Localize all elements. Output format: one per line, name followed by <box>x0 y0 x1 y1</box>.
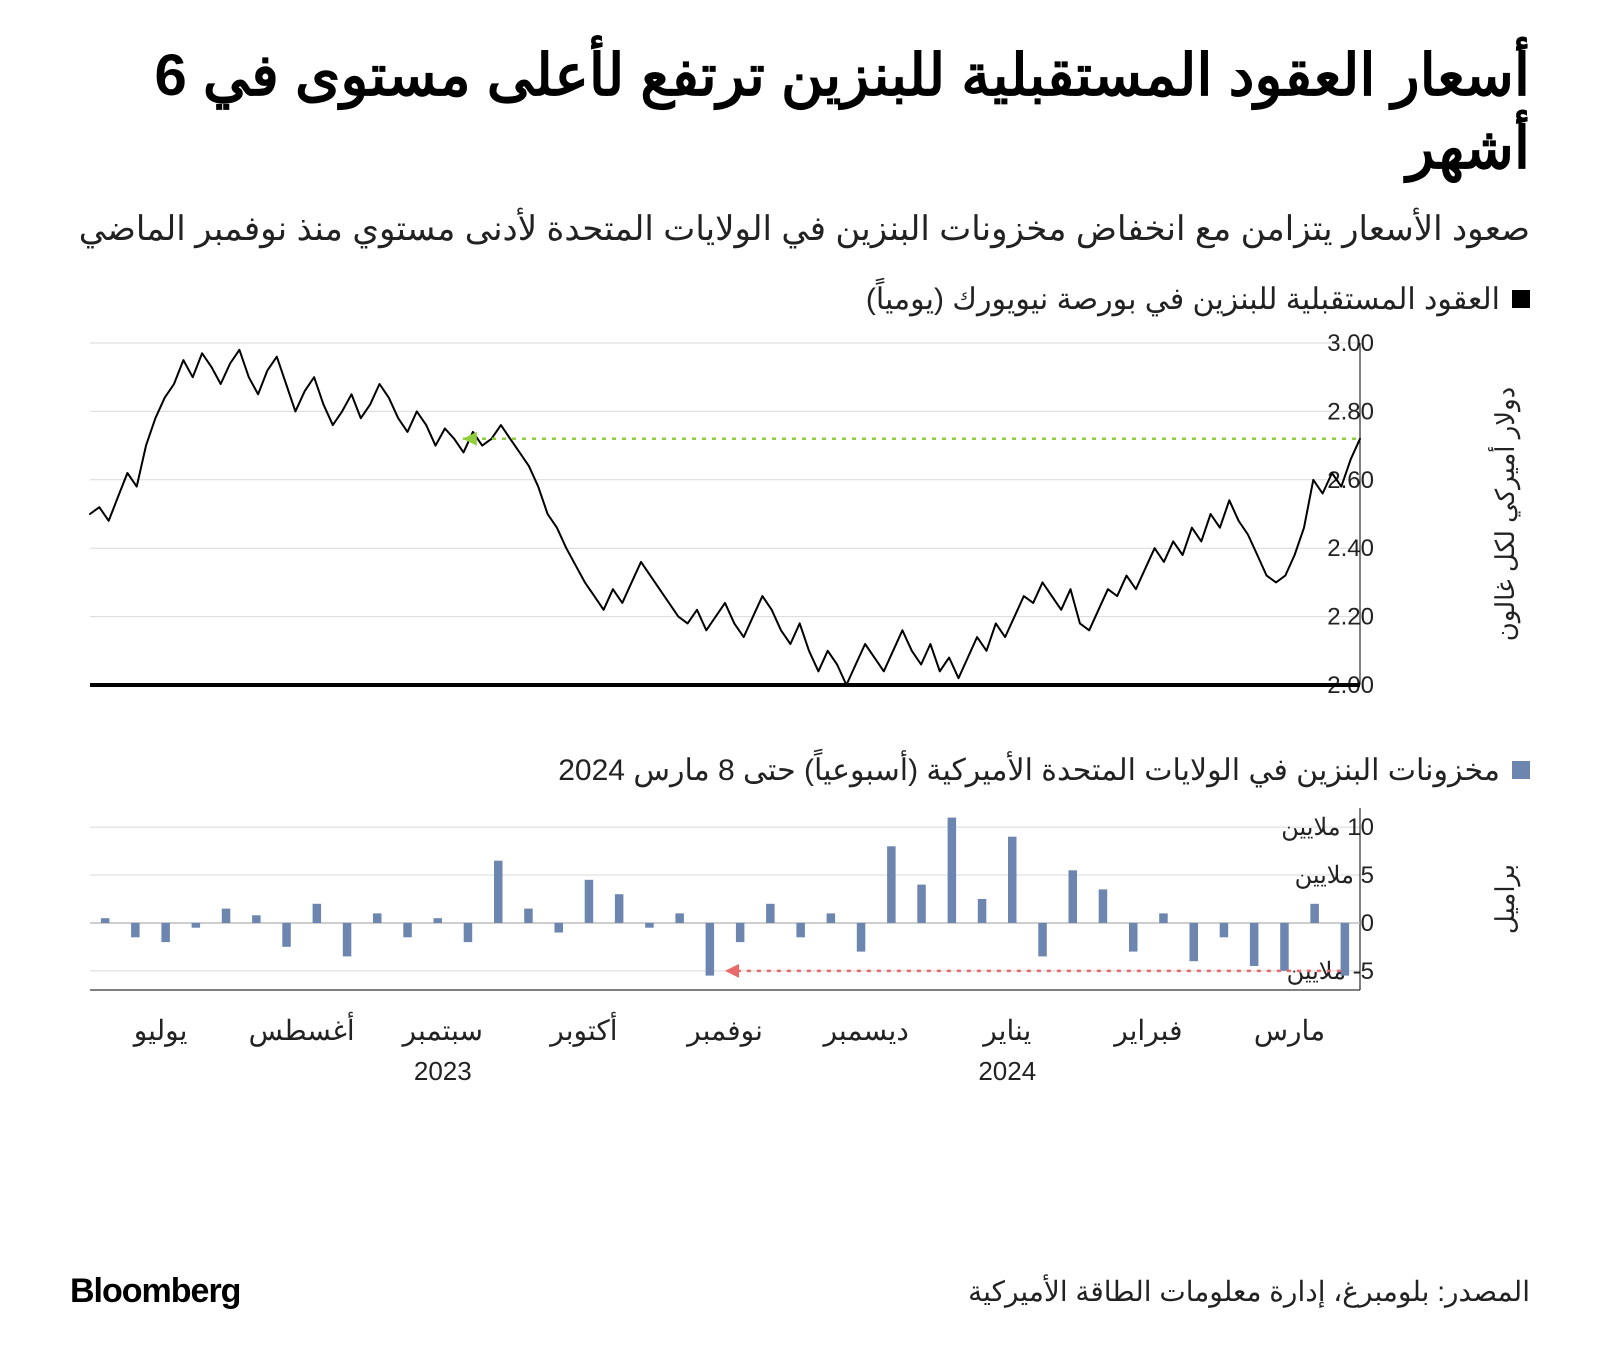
svg-text:2.60: 2.60 <box>1327 466 1374 493</box>
legend-series-2: مخزونات البنزين في الولايات المتحدة الأم… <box>70 753 1530 788</box>
year-label: 2024 <box>978 1056 1036 1087</box>
svg-text:2.20: 2.20 <box>1327 603 1374 630</box>
month-label: فبراير <box>1114 1014 1182 1047</box>
inventory-bar-chart: 10 ملايين5 ملايين05- ملايينبراميل <box>70 798 1530 1008</box>
legend-swatch-1 <box>1512 290 1530 308</box>
svg-text:2.80: 2.80 <box>1327 398 1374 425</box>
bloomberg-logo: Bloomberg <box>70 1272 240 1311</box>
svg-text:2.40: 2.40 <box>1327 535 1374 562</box>
month-label: سبتمبر <box>403 1014 483 1047</box>
month-label: نوفمبر <box>687 1014 763 1047</box>
source-text: المصدر: بلومبرغ، إدارة معلومات الطاقة ال… <box>968 1275 1530 1308</box>
month-label: يناير <box>983 1014 1031 1047</box>
x-axis-months: يوليو أغسطس سبتمبر أكتوبر نوفمبر ديسمبر يناير ف… <box>70 1014 1530 1104</box>
svg-text:5 ملايين: 5 ملايين <box>1295 862 1374 889</box>
price-line-chart: 2.002.202.402.602.803.00دولار أميركي لكل… <box>70 331 1530 711</box>
month-label: أكتوبر <box>550 1014 617 1047</box>
legend-label-2: مخزونات البنزين في الولايات المتحدة الأم… <box>558 753 1500 788</box>
svg-text:0: 0 <box>1361 910 1374 937</box>
chart-subtitle: صعود الأسعار يتزامن مع انخفاض مخزونات ال… <box>70 203 1530 256</box>
month-label: ديسمبر <box>823 1014 908 1047</box>
month-label: يوليو <box>134 1014 188 1047</box>
legend-label-1: العقود المستقبلية للبنزين في بورصة نيويو… <box>866 282 1500 317</box>
month-label: أغسطس <box>249 1014 355 1047</box>
year-label: 2023 <box>414 1056 472 1087</box>
legend-series-1: العقود المستقبلية للبنزين في بورصة نيويو… <box>70 282 1530 317</box>
month-label: مارس <box>1254 1014 1325 1047</box>
chart-title: أسعار العقود المستقبلية للبنزين ترتفع لأ… <box>70 40 1530 185</box>
svg-text:براميل: براميل <box>1490 864 1521 934</box>
svg-text:3.00: 3.00 <box>1327 331 1374 357</box>
svg-text:دولار أميركي لكل غالون: دولار أميركي لكل غالون <box>1487 386 1521 641</box>
legend-swatch-2 <box>1512 761 1530 779</box>
